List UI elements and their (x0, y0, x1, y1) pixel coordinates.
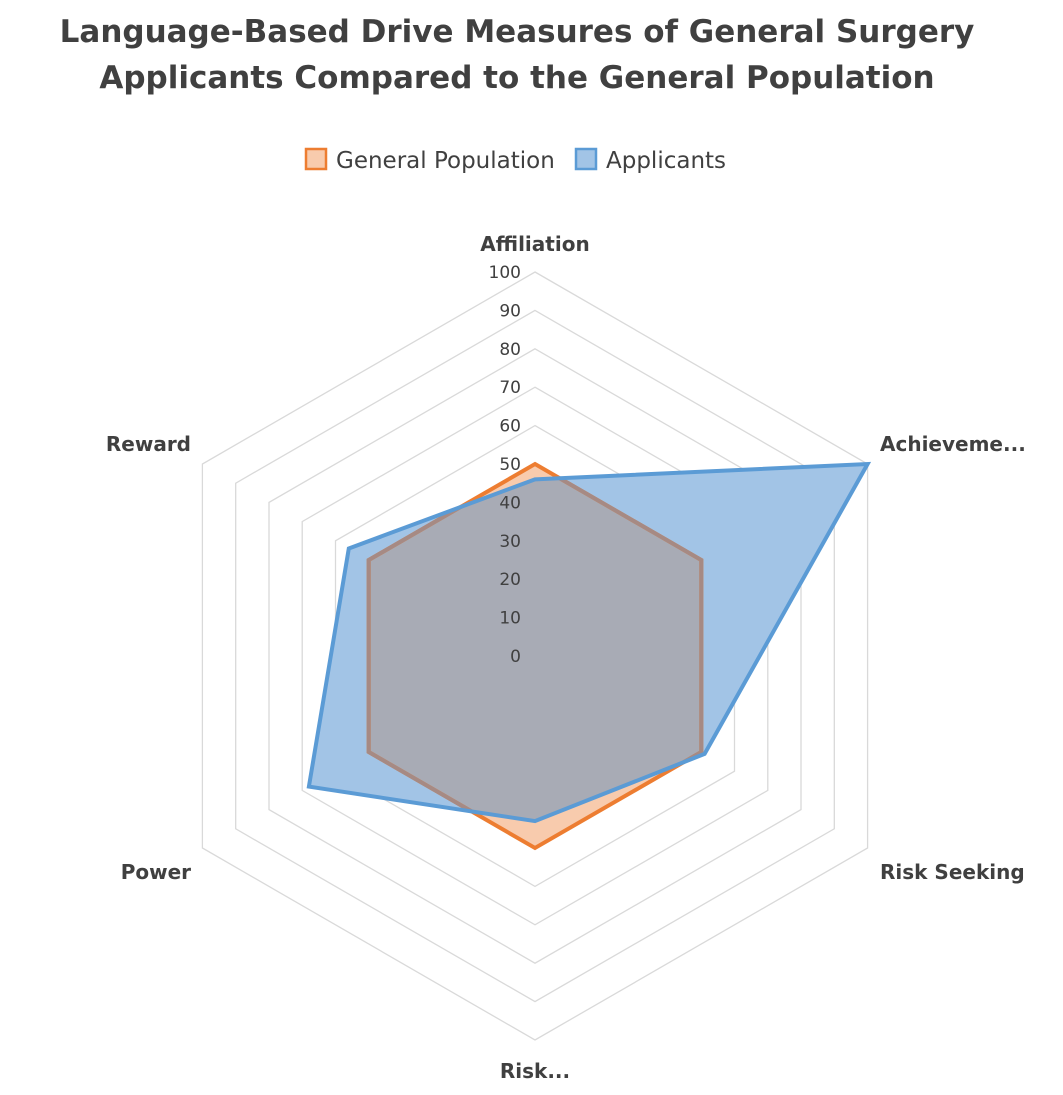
tick-label-80: 80 (499, 340, 521, 360)
tick-label-30: 30 (499, 532, 521, 552)
tick-label-90: 90 (499, 301, 521, 321)
category-label-risk-seeking: Risk Seeking (880, 860, 1025, 884)
line-general-population-overlap (366, 464, 704, 822)
legend-label-general-population: General Population (336, 148, 555, 174)
chart-title-line-2: Applicants Compared to the General Popul… (99, 60, 934, 96)
category-labels: Affiliation Achieveme... Risk Seeking Ri… (106, 232, 1026, 1083)
tick-label-0: 0 (510, 647, 521, 667)
chart-title-line-1: Language-Based Drive Measures of General… (60, 14, 975, 50)
legend-swatch-applicants (574, 147, 598, 171)
chart-title: Language-Based Drive Measures of General… (60, 14, 975, 96)
series-areas (308, 464, 868, 848)
area-overlap (368, 464, 702, 822)
tick-label-10: 10 (499, 609, 521, 629)
category-label-reward: Reward (106, 432, 191, 456)
tick-label-70: 70 (499, 378, 521, 398)
legend-label-applicants: Applicants (606, 148, 726, 174)
tick-label-40: 40 (499, 493, 521, 513)
category-label-achievement: Achieveme... (880, 432, 1026, 456)
series-outlines (306, 461, 872, 851)
category-label-power: Power (121, 860, 191, 884)
radial-tick-labels: 0 10 20 30 40 50 60 70 80 90 100 (489, 263, 521, 667)
legend-swatch-general-population (304, 147, 328, 171)
tick-label-20: 20 (499, 570, 521, 590)
category-label-affiliation: Affiliation (480, 232, 589, 256)
tick-label-50: 50 (499, 455, 521, 475)
legend: General Population Applicants (304, 147, 726, 174)
tick-label-100: 100 (489, 263, 521, 283)
category-label-risk: Risk... (500, 1059, 570, 1083)
line-applicants (306, 461, 872, 824)
tick-label-60: 60 (499, 417, 521, 437)
